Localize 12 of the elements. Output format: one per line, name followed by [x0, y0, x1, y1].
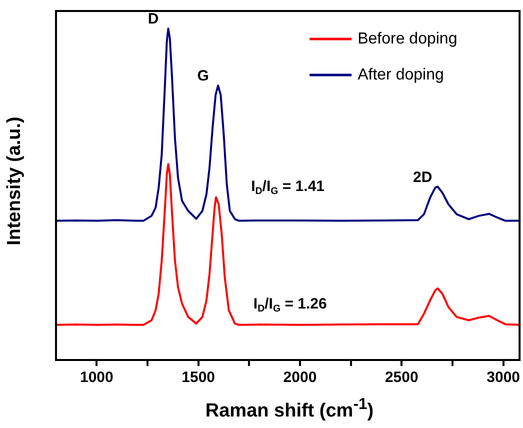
annotation: D	[148, 10, 159, 28]
x-tick-label: 3000	[486, 369, 520, 386]
annotation: G	[197, 68, 209, 85]
y-axis-title: Intensity (a.u.)	[4, 116, 26, 248]
x-tick-label: 2500	[384, 369, 418, 386]
legend-label: Before doping	[358, 30, 458, 48]
x-tick-label: 2000	[283, 369, 317, 386]
annotation: 2D	[413, 168, 432, 186]
x-tick-label: 1500	[182, 369, 216, 386]
legend-label: After doping	[358, 66, 444, 84]
x-axis-title: Raman shift (cm$^{-1}$)	[204, 396, 375, 422]
x-tick-label: 1000	[80, 369, 114, 386]
